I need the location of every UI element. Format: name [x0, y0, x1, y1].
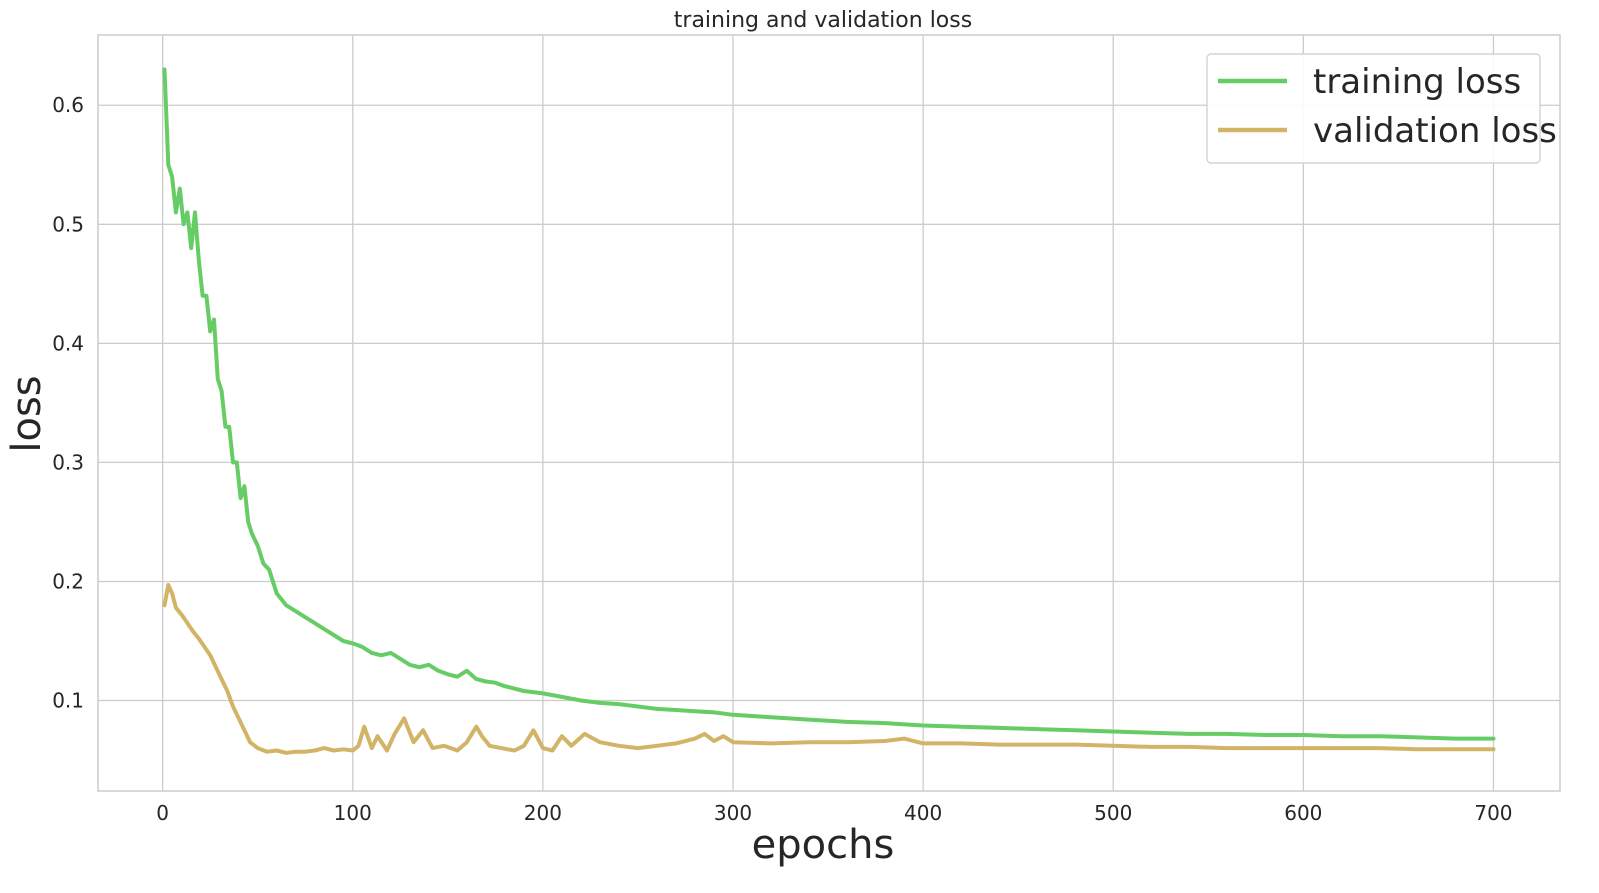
legend-box	[1206, 53, 1541, 164]
x-tick-label: 0	[156, 801, 169, 825]
x-tick-label: 200	[524, 801, 562, 825]
series-line-validation-loss	[162, 583, 1496, 755]
y-tick-label: 0.2	[52, 569, 84, 593]
series-line-training-loss	[162, 67, 1496, 741]
y-tick-label: 0.1	[52, 689, 84, 713]
y-tick-label: 0.6	[52, 93, 84, 117]
chart-title: training and validation loss	[674, 8, 972, 33]
legend-label-training-loss: training loss	[1313, 62, 1521, 102]
x-tick-label: 700	[1474, 801, 1512, 825]
legend: training loss validation loss	[1206, 53, 1557, 164]
y-tick-label: 0.5	[52, 212, 84, 236]
legend-label-validation-loss: validation loss	[1313, 111, 1557, 151]
x-tick-label: 400	[904, 801, 942, 825]
y-tick-label: 0.3	[52, 450, 84, 474]
x-axis-label: epochs	[752, 822, 895, 868]
x-tick-label: 100	[334, 801, 372, 825]
tick-labels: 0 100 200 300 400 500 600 700 0.1 0.2 0.3 0.4 0.5 0.6	[52, 93, 1512, 825]
series-lines	[162, 67, 1496, 755]
x-tick-label: 300	[714, 801, 752, 825]
plot-frame	[97, 34, 1561, 792]
x-tick-label: 600	[1284, 801, 1322, 825]
y-tick-label: 0.4	[52, 331, 84, 355]
x-tick-label: 500	[1094, 801, 1132, 825]
y-axis-label: loss	[4, 375, 50, 452]
